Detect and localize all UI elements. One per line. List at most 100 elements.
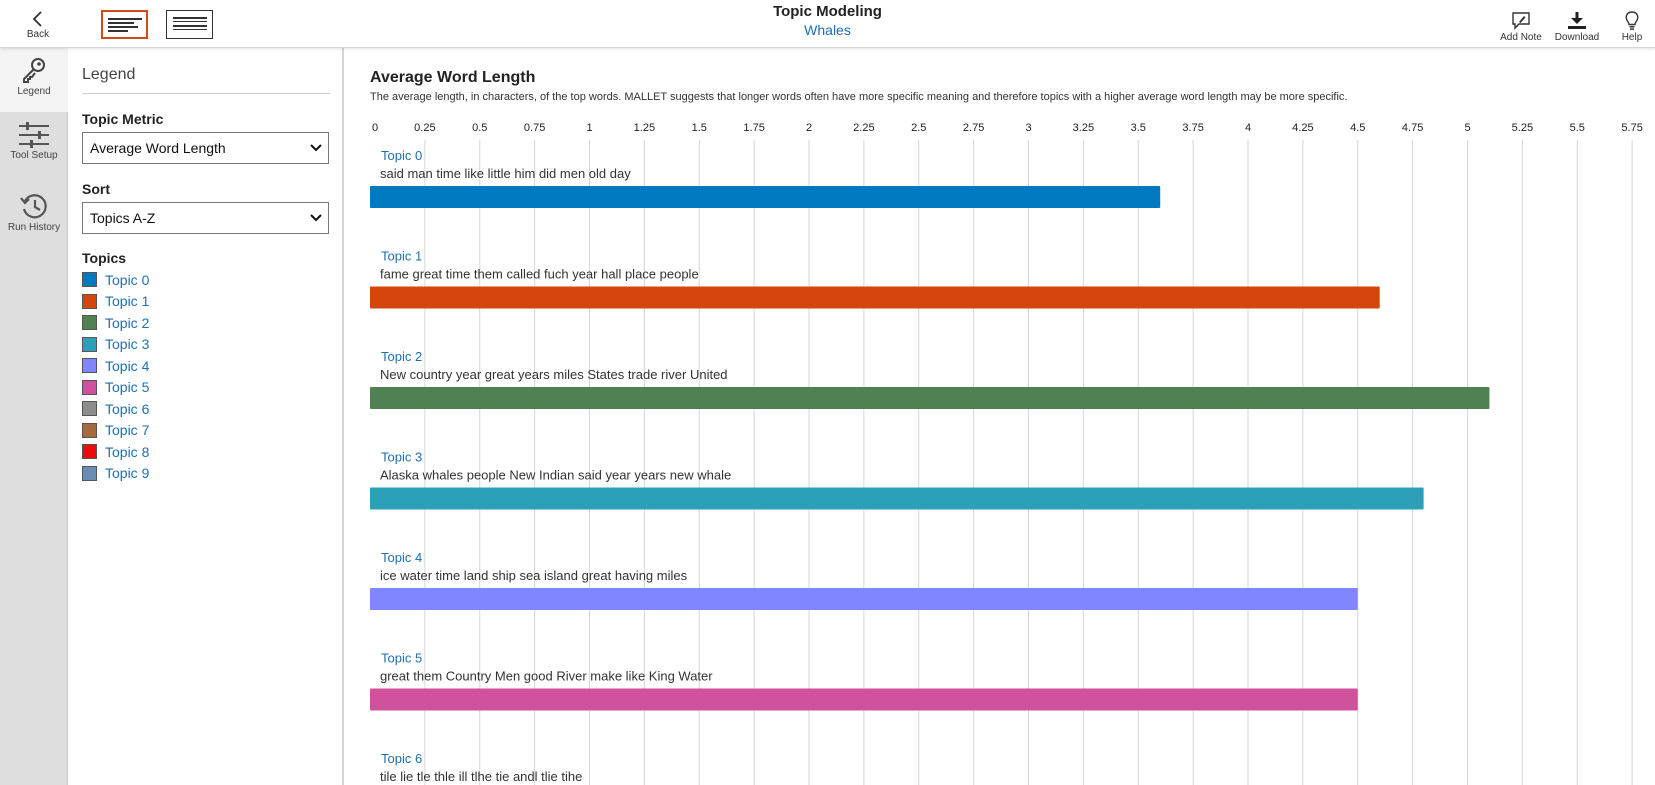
legend-item-topic-0[interactable]: Topic 0 [82,269,149,291]
legend-item-label: Topic 6 [105,400,150,417]
sort-select[interactable]: Topics A-Z [82,202,329,234]
x-tick-label: 0 [372,122,378,134]
x-tick-label: 4.25 [1292,122,1313,134]
legend-item-label: Topic 7 [105,422,150,439]
download-button[interactable]: Download [1551,11,1603,43]
x-tick-label: 4 [1245,122,1251,134]
chart-title: Average Word Length [370,69,536,86]
sort-value: Topics A-Z [90,210,156,226]
x-tick-label: 0.25 [414,122,435,134]
legend-item-topic-3[interactable]: Topic 3 [82,334,149,356]
legend-item-label: Topic 2 [105,314,150,331]
list-view-toggle[interactable] [166,10,213,39]
chart-description: The average length, in characters, of th… [370,91,1348,103]
lightbulb-icon [1625,11,1639,30]
chevron-down-icon [310,144,322,152]
add-note-button[interactable]: Add Note [1497,11,1545,43]
x-tick-label: 3 [1025,122,1031,134]
bar-topic-words: fame great time them called fuch year ha… [380,267,699,282]
legend-item-topic-6[interactable]: Topic 6 [82,398,149,420]
color-swatch [82,315,97,331]
bar-chart: 0 0.25 0.5 0.75 1 1.25 1.5 1.75 2 2.25 2.5 2.75 3 3.2… [370,122,1643,785]
x-tick-label: 5 [1464,122,1470,134]
bar-topic-label[interactable]: Topic 5 [381,651,422,666]
help-label: Help [1621,32,1643,43]
bar [370,588,1358,610]
bar-topic-label[interactable]: Topic 1 [381,249,422,264]
page-title-block: Topic Modeling Whales [0,3,1655,40]
legend-item-label: Topic 0 [105,271,150,288]
bar [370,487,1424,510]
bar-topic-words: tile lie tle thle ill tlhe tie andl tlie… [380,769,582,784]
x-tick-label: 2.75 [963,122,984,134]
bar-topic-label[interactable]: Topic 3 [381,450,422,465]
color-swatch [82,336,97,352]
bar-topic-label[interactable]: Topic 4 [381,550,422,565]
legend-item-label: Topic 5 [105,379,150,396]
color-swatch [82,379,97,395]
x-tick-label: 2.25 [853,122,874,134]
note-pencil-icon [1512,12,1530,30]
chart-panel: Average Word Length The average length, … [345,48,1655,785]
chart-view-toggle[interactable] [101,10,148,39]
topic-legend-list: Topic 0 Topic 1 Topic 2 Topic 3 Topic 4 … [82,269,149,484]
rail-label-run-history: Run History [7,222,61,233]
history-icon [20,194,47,219]
x-tick-label: 1.75 [743,122,764,134]
rail-label-legend: Legend [17,86,51,97]
legend-item-topic-2[interactable]: Topic 2 [82,312,149,334]
x-tick-label: 4.75 [1402,122,1423,134]
color-swatch [82,293,97,309]
rail-item-run-history[interactable]: Run History [0,192,68,254]
color-swatch [82,272,97,288]
rail-item-tool-setup[interactable]: Tool Setup [0,122,68,184]
divider [82,93,330,94]
list-icon [172,17,207,30]
back-button[interactable]: Back [18,8,58,40]
align-left-icon [107,18,142,32]
x-tick-label: 1.5 [692,122,707,134]
x-tick-label: 5.25 [1512,122,1533,134]
bar [370,186,1161,208]
x-tick-label: 2.5 [911,122,926,134]
legend-item-topic-1[interactable]: Topic 1 [82,291,149,313]
color-swatch [82,401,97,417]
legend-item-topic-9[interactable]: Topic 9 [82,463,149,485]
color-swatch [82,422,97,438]
x-tick-label: 3.25 [1073,122,1094,134]
legend-item-topic-5[interactable]: Topic 5 [82,377,149,399]
legend-panel: Legend Topic Metric Average Word Length … [68,48,344,785]
bar-topic-words: New country year great years miles State… [380,367,728,382]
add-note-label: Add Note [1500,32,1542,43]
bar-topic-label[interactable]: Topic 6 [381,751,422,766]
bar [370,387,1490,409]
bar-topic-label[interactable]: Topic 2 [381,349,422,364]
chevron-left-icon [32,11,42,27]
page-subtitle: Whales [804,22,851,38]
legend-item-label: Topic 9 [105,465,150,482]
x-tick-label: 5.5 [1570,122,1585,134]
legend-item-topic-4[interactable]: Topic 4 [82,355,149,377]
bar-topic-words: said man time like little him did men ol… [380,166,631,181]
topic-metric-label: Topic Metric [82,111,164,127]
legend-item-topic-7[interactable]: Topic 7 [82,420,149,442]
x-tick-label: 5.75 [1621,122,1642,134]
chevron-down-icon [310,214,322,222]
x-tick-label: 1 [586,122,592,134]
x-tick-label: 2 [806,122,812,134]
bar [370,688,1358,711]
x-tick-label: 4.5 [1350,122,1365,134]
bar-topic-words: ice water time land ship sea island grea… [380,568,688,583]
app-header: Back Topic Modeling Whales Add Note [0,0,1655,48]
legend-item-label: Topic 4 [105,357,150,374]
sliders-icon [19,122,49,148]
color-swatch [82,444,97,460]
rail-label-tool-setup: Tool Setup [10,150,58,161]
bar-topic-label[interactable]: Topic 0 [381,148,422,163]
x-tick-label: 3.5 [1131,122,1146,134]
legend-item-topic-8[interactable]: Topic 8 [82,441,149,463]
help-button[interactable]: Help [1614,11,1650,43]
rail-item-legend[interactable]: Legend [0,48,68,112]
color-swatch [82,465,97,481]
topic-metric-select[interactable]: Average Word Length [82,132,329,164]
